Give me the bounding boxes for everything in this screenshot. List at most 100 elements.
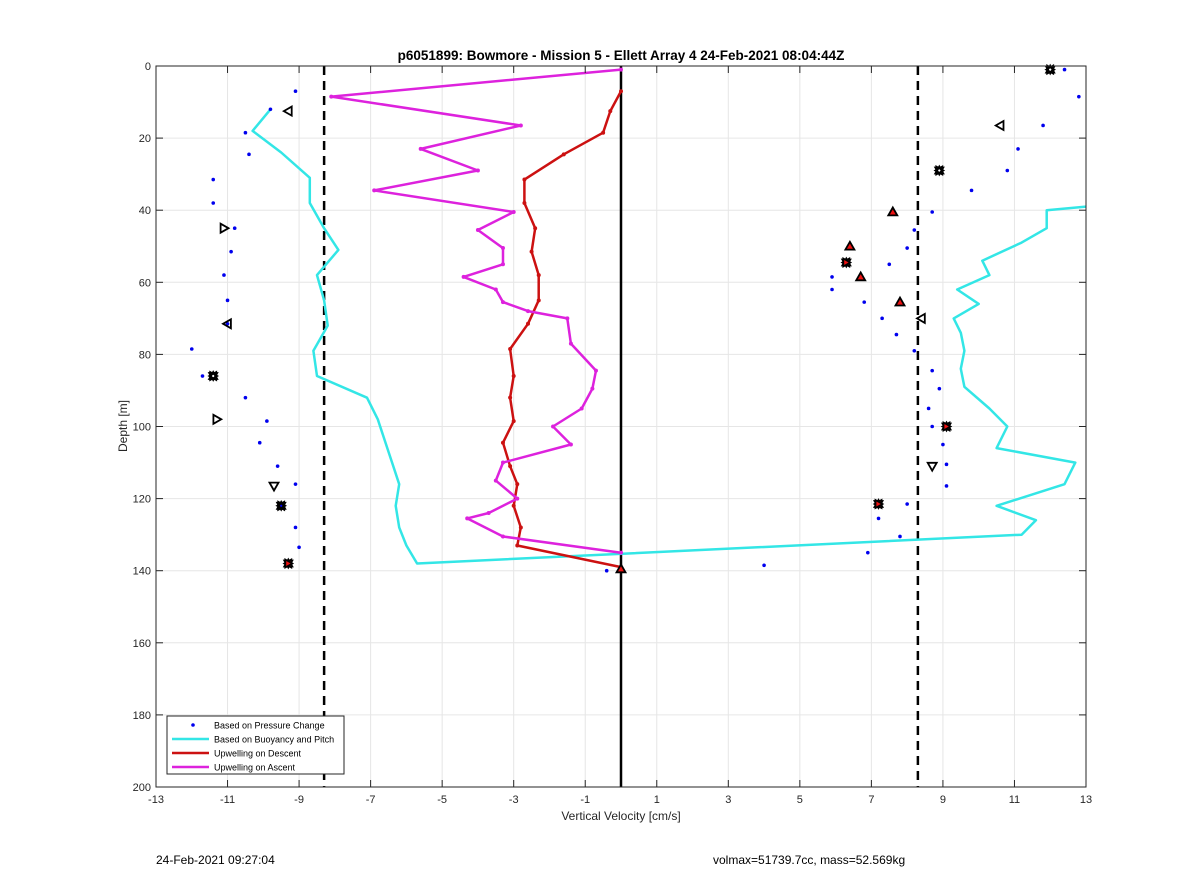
series-point <box>568 442 573 447</box>
pressure-point <box>944 462 949 467</box>
series-point <box>475 228 480 233</box>
triangle-marker <box>843 239 856 251</box>
x-tick-label: 5 <box>797 794 803 806</box>
series-point <box>500 460 505 465</box>
x-tick-label: -13 <box>148 794 164 806</box>
pressure-point <box>762 563 766 568</box>
triangle-marker <box>926 461 939 473</box>
x-tick-label: 9 <box>940 794 946 806</box>
pressure-point <box>211 177 216 182</box>
x-tick-label: 1 <box>654 794 660 806</box>
pressure-point <box>880 316 884 321</box>
series-point <box>601 130 606 135</box>
pressure-point <box>905 246 909 250</box>
series-point <box>493 478 498 483</box>
legend-box <box>166 715 345 775</box>
pressure-point <box>293 525 298 530</box>
legend-label: Upwelling on Descent <box>214 749 302 759</box>
legend-swatch <box>191 723 195 727</box>
series-point <box>511 210 516 215</box>
pressure-point <box>229 249 233 254</box>
pressure-point <box>941 442 945 447</box>
series-point <box>619 67 623 72</box>
triangle-marker <box>219 222 231 235</box>
y-tick-label: 40 <box>139 205 151 217</box>
series-point <box>511 419 516 424</box>
triangle-marker <box>221 317 232 330</box>
series-point <box>372 188 377 193</box>
pressure-point <box>232 226 237 231</box>
series-point <box>526 309 530 314</box>
triangle-marker <box>281 105 293 118</box>
pressure-point <box>265 419 269 423</box>
pressure-point <box>189 347 194 351</box>
pressure-point <box>830 275 834 279</box>
series-point <box>508 464 513 469</box>
y-axis-ticks: 0 20 40 60 80 100 120 140 160 180 200 <box>133 61 1086 794</box>
x-tick-label: -9 <box>294 794 304 806</box>
pressure-point <box>243 130 248 135</box>
triangle-marker <box>893 295 907 307</box>
series-point <box>508 395 513 400</box>
pressure-point <box>937 386 942 391</box>
pressure-point <box>930 368 934 373</box>
series-point <box>619 89 623 94</box>
pressure-point <box>876 516 881 521</box>
series-point <box>529 249 534 254</box>
pressure-point <box>257 440 262 445</box>
series-point <box>551 424 556 429</box>
series-point <box>568 341 573 346</box>
reference-lines <box>322 66 920 787</box>
marker-layer <box>207 63 1057 574</box>
triangle-marker <box>854 270 867 282</box>
triangle-marker <box>209 370 220 382</box>
x-tick-label: 13 <box>1080 794 1092 806</box>
series-point <box>579 406 584 411</box>
footer-timestamp: 24-Feb-2021 09:27:04 <box>156 853 275 867</box>
y-tick-label: 20 <box>139 133 151 145</box>
pressure-point <box>905 502 909 506</box>
series-point <box>536 298 541 303</box>
pressure-point <box>830 287 834 292</box>
pressure-point <box>912 228 917 232</box>
x-axis-label: Vertical Velocity [cm/s] <box>561 809 680 823</box>
y-tick-label: 140 <box>133 566 151 578</box>
series-line <box>501 90 623 569</box>
pressure-point <box>887 262 892 267</box>
pressure-point <box>1077 94 1081 99</box>
series-point <box>500 440 505 445</box>
pressure-point <box>225 321 230 326</box>
series-point <box>565 316 570 321</box>
pressure-point <box>293 89 298 94</box>
triangle-marker <box>874 498 885 510</box>
pressure-point <box>944 484 949 488</box>
series-point <box>590 386 595 391</box>
pressure-point <box>293 482 298 486</box>
y-tick-label: 80 <box>139 349 151 361</box>
pressure-point <box>969 188 974 193</box>
y-tick-label: 200 <box>133 782 151 794</box>
pressure-point <box>1016 147 1020 151</box>
triangle-marker <box>915 312 926 325</box>
series-line <box>251 108 1087 565</box>
pressure-point <box>1041 123 1045 128</box>
y-tick-label: 120 <box>133 494 151 506</box>
pressure-point <box>930 424 934 429</box>
pressure-point <box>275 464 280 468</box>
x-tick-label: -11 <box>220 794 235 806</box>
pressure-point <box>211 201 216 205</box>
y-tick-label: 180 <box>133 710 151 722</box>
series-point <box>493 287 498 292</box>
x-tick-label: -1 <box>580 794 590 806</box>
x-tick-label: 3 <box>725 794 731 806</box>
series-point <box>461 274 466 279</box>
series-point <box>486 511 491 516</box>
pressure-point <box>894 332 899 337</box>
pressure-point <box>898 534 902 539</box>
series-point <box>522 177 527 182</box>
series-point <box>526 321 530 326</box>
series-point <box>515 496 520 501</box>
y-tick-label: 100 <box>133 422 151 434</box>
x-tick-label: 11 <box>1009 794 1020 806</box>
triangle-marker <box>942 420 953 433</box>
